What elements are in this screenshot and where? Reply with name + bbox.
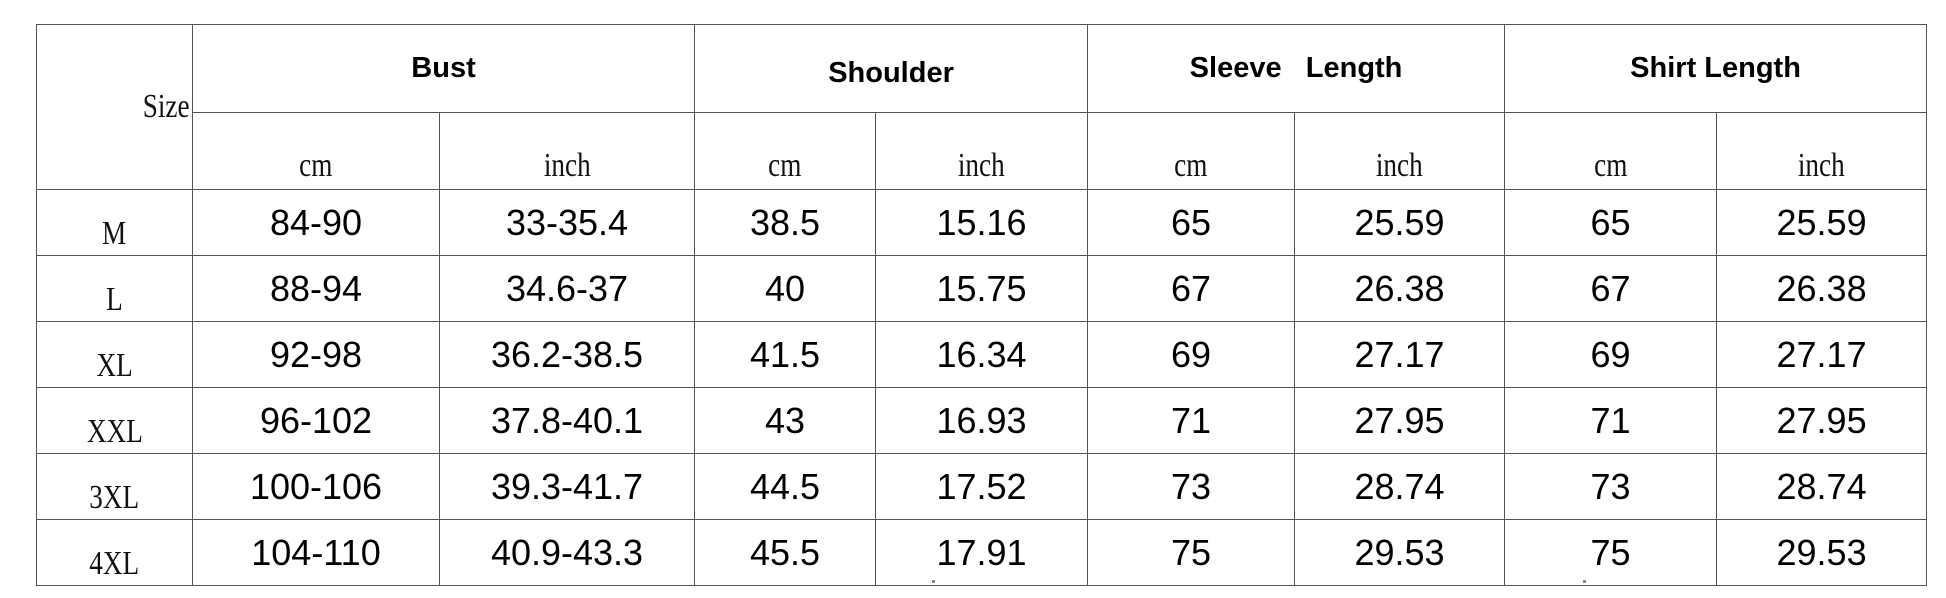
value-cell: 65	[1087, 189, 1296, 256]
value-cell: 25.59	[1716, 189, 1928, 256]
value-cell: 71	[1087, 387, 1296, 454]
value-cell: 28.74	[1294, 453, 1506, 520]
value-cell: 17.52	[875, 453, 1089, 520]
value-cell: 65	[1504, 189, 1718, 256]
table-row: 3XL 100-106 39.3-41.7 44.5 17.52 73 28.74 73 28.…	[36, 453, 1928, 520]
value-cell: 16.34	[875, 321, 1089, 388]
table-row: 4XL 104-110 40.9-43.3 45.5 17.91 75 29.53 75 29.…	[36, 519, 1928, 586]
value-cell: 84-90	[192, 189, 440, 256]
size-cell: XXL	[36, 387, 193, 454]
value-cell: 69	[1087, 321, 1296, 388]
size-header-label: Size	[143, 88, 190, 125]
value-cell: 15.16	[875, 189, 1089, 256]
value-cell: 26.38	[1716, 255, 1928, 322]
value-cell: 45.5	[694, 519, 877, 586]
value-cell: 17.91	[875, 519, 1089, 586]
value-cell: 44.5	[694, 453, 877, 520]
size-cell: 3XL	[36, 453, 193, 520]
value-cell: 25.59	[1294, 189, 1506, 256]
unit-label: cm	[299, 147, 333, 184]
value-cell: 43	[694, 387, 877, 454]
group-header-shirt-length: Shirt Length	[1504, 24, 1928, 113]
size-label: 3XL	[89, 479, 140, 516]
group-header-sleeve-length: Sleeve Length	[1087, 24, 1506, 113]
value-cell: 104-110	[192, 519, 440, 586]
value-cell: 27.17	[1716, 321, 1928, 388]
size-cell: XL	[36, 321, 193, 388]
value-cell: 27.95	[1716, 387, 1928, 454]
value-cell: 41.5	[694, 321, 877, 388]
value-cell: 75	[1087, 519, 1296, 586]
value-cell: 75	[1504, 519, 1718, 586]
value-cell: 36.2-38.5	[438, 321, 696, 388]
unit-header: cm	[192, 112, 440, 190]
value-cell: 88-94	[192, 255, 440, 322]
unit-header: cm	[1504, 112, 1718, 190]
value-cell: 73	[1087, 453, 1296, 520]
header-row-groups: Size Bust Shoulder Sleeve Length Shirt L…	[36, 24, 1928, 190]
size-cell: L	[36, 255, 193, 322]
value-cell: 27.17	[1294, 321, 1506, 388]
value-cell: 39.3-41.7	[438, 453, 696, 520]
table-row: XXL 96-102 37.8-40.1 43 16.93 71 27.95 71 27.95	[36, 387, 1928, 454]
stray-dot	[1583, 580, 1586, 583]
value-cell: 28.74	[1716, 453, 1928, 520]
value-cell: 15.75	[875, 255, 1089, 322]
size-chart-table: Size Bust Shoulder Sleeve Length Shirt L…	[36, 24, 1928, 586]
size-header: Size	[36, 24, 193, 190]
unit-label: cm	[1593, 147, 1628, 184]
table-row: L 88-94 34.6-37 40 15.75 67 26.38 67 26.38	[36, 255, 1928, 322]
size-label: M	[102, 215, 127, 252]
unit-label: cm	[1174, 147, 1208, 184]
unit-label: inch	[1376, 147, 1423, 184]
value-cell: 100-106	[192, 453, 440, 520]
value-cell: 38.5	[694, 189, 877, 256]
header-row-units: cm inch cm inch cm inch cm inch	[37, 112, 1928, 190]
unit-header: inch	[875, 112, 1089, 190]
table-row: XL 92-98 36.2-38.5 41.5 16.34 69 27.17 69 27.17	[36, 321, 1928, 388]
value-cell: 69	[1504, 321, 1718, 388]
value-cell: 29.53	[1716, 519, 1928, 586]
unit-label: inch	[958, 147, 1005, 184]
size-label: L	[106, 281, 123, 318]
size-label: XL	[96, 347, 133, 384]
value-cell: 27.95	[1294, 387, 1506, 454]
value-cell: 92-98	[192, 321, 440, 388]
size-label: 4XL	[89, 545, 140, 582]
unit-header: inch	[1716, 112, 1928, 190]
size-cell: M	[36, 189, 193, 256]
table-row: M 84-90 33-35.4 38.5 15.16 65 25.59 65 25.59	[36, 189, 1928, 256]
value-cell: 34.6-37	[438, 255, 696, 322]
unit-label: inch	[543, 147, 591, 184]
value-cell: 16.93	[875, 387, 1089, 454]
unit-label: cm	[768, 147, 802, 184]
value-cell: 33-35.4	[438, 189, 696, 256]
size-label: XXL	[86, 413, 143, 450]
value-cell: 67	[1087, 255, 1296, 322]
group-header-shoulder: Shoulder	[694, 24, 1089, 113]
stray-dot	[932, 580, 935, 583]
value-cell: 40.9-43.3	[438, 519, 696, 586]
value-cell: 37.8-40.1	[438, 387, 696, 454]
value-cell: 73	[1504, 453, 1718, 520]
size-cell: 4XL	[36, 519, 193, 586]
value-cell: 40	[694, 255, 877, 322]
unit-header: cm	[694, 112, 877, 190]
value-cell: 29.53	[1294, 519, 1506, 586]
unit-header: inch	[438, 112, 696, 190]
group-header-bust: Bust	[191, 24, 696, 113]
value-cell: 71	[1504, 387, 1718, 454]
unit-label: inch	[1798, 147, 1845, 184]
unit-header: cm	[1087, 112, 1296, 190]
value-cell: 26.38	[1294, 255, 1506, 322]
value-cell: 96-102	[192, 387, 440, 454]
value-cell: 67	[1504, 255, 1718, 322]
unit-header: inch	[1294, 112, 1506, 190]
